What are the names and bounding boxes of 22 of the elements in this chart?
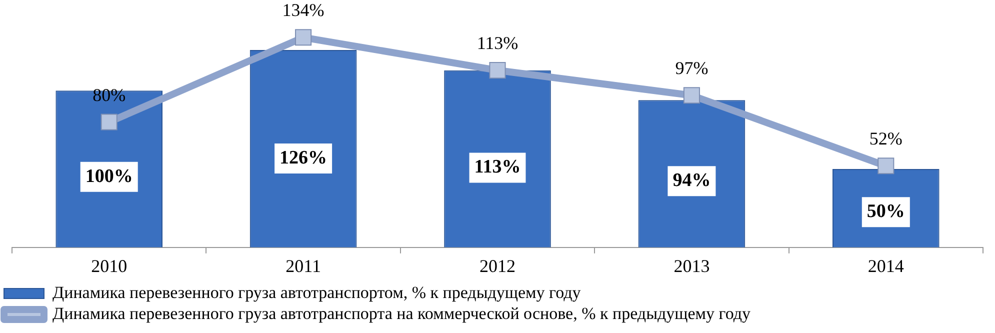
legend-label: Динамика перевезенного груза автотранспорта на коммерческой основе, % к предыдущему году — [52, 304, 751, 323]
point — [878, 158, 894, 174]
data-label: 50% — [866, 201, 905, 222]
legend-label: Динамика перевезенного груза автотранспортом, % к предыдущему году — [52, 282, 582, 302]
point — [683, 87, 700, 104]
point — [100, 114, 118, 130]
point — [295, 29, 312, 46]
data-label: 134% — [282, 0, 324, 20]
data-label: 80% — [92, 84, 126, 105]
data-label: 97% — [675, 58, 708, 78]
x-tick-label: 2011 — [286, 256, 321, 276]
point — [489, 62, 506, 79]
data-label: 100% — [85, 166, 133, 187]
data-label: 94% — [672, 170, 711, 192]
data-label: 52% — [869, 128, 902, 149]
x-tick-label: 2012 — [480, 256, 516, 276]
data-label: 113% — [476, 33, 518, 54]
data-label: 126% — [280, 147, 328, 168]
data-label: 113% — [474, 156, 521, 178]
x-tick-label: 2010 — [91, 256, 128, 276]
x-tick-label: 2014 — [868, 256, 904, 276]
x-tick-label: 2013 — [674, 256, 710, 276]
